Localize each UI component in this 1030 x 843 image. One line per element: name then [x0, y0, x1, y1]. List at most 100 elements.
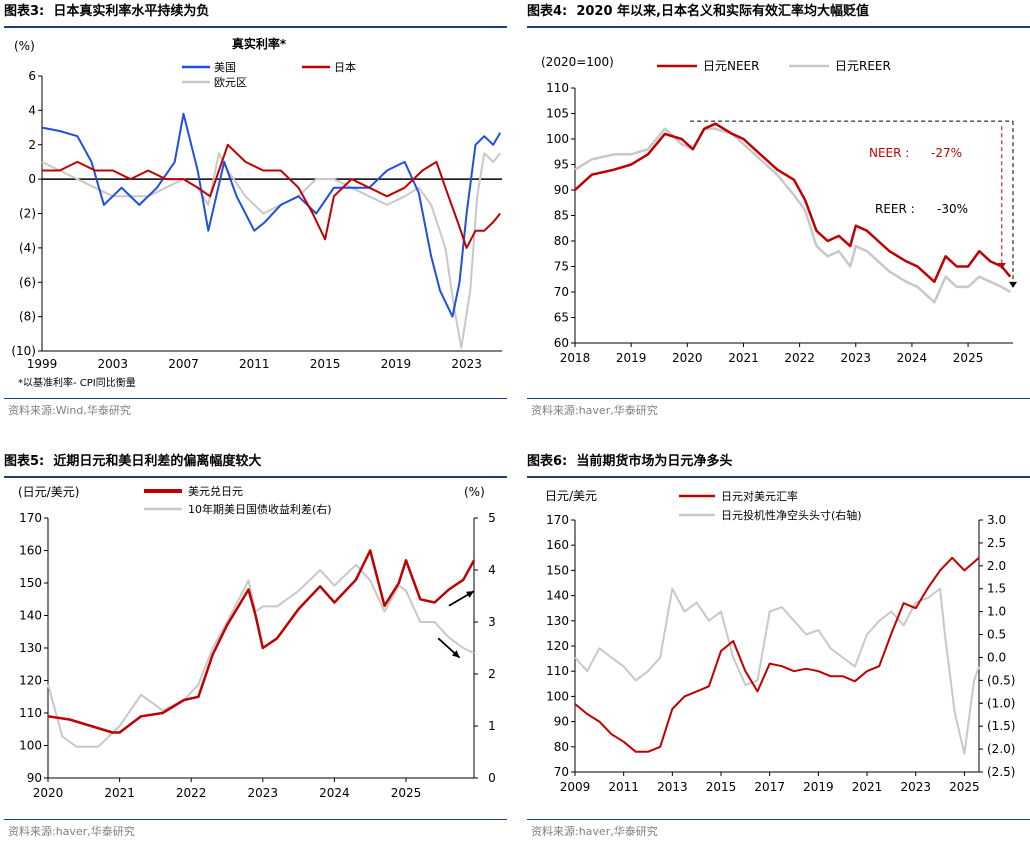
- right-y-tick-label: 3.0: [987, 513, 1006, 527]
- right-y-tick-label: (1.0): [987, 696, 1015, 710]
- left-y-tick-label: 150: [19, 576, 42, 590]
- figure-label: 图表4:: [527, 4, 568, 19]
- left-y-tick-label: 140: [546, 589, 569, 603]
- figure-title: 2020 年以来,日本名义和实际有效汇率均大幅贬值: [576, 4, 869, 19]
- x-tick-label: 2013: [657, 780, 688, 794]
- x-tick-label: 2021: [852, 780, 883, 794]
- source-rule: [527, 398, 1030, 399]
- y-tick-label: 70: [554, 285, 569, 299]
- y-tick-label: (8): [19, 310, 36, 324]
- left-y-tick-label: 120: [19, 674, 42, 688]
- left-unit-label: (日元/美元): [18, 485, 79, 499]
- series-line-usdjpy: [47, 549, 476, 734]
- left-y-tick-label: 150: [546, 563, 569, 577]
- series-line-positions: [574, 587, 980, 755]
- neer-annotation-label: NEER :: [869, 146, 909, 160]
- legend-label: 日元REER: [835, 59, 891, 73]
- x-tick-label: 2015: [706, 780, 737, 794]
- legend-label: 日元NEER: [703, 59, 759, 73]
- neer-arrowhead: [997, 263, 1006, 270]
- left-y-tick-label: 80: [554, 740, 569, 754]
- effective-rate-chart: (2020=100) 110 105 100 95 90 85 80 75 70 65 602018…: [541, 55, 1017, 365]
- left-y-tick-label: 160: [19, 544, 42, 558]
- panel-title: 图表5: 近期日元和美日利差的偏离幅度较大: [4, 450, 507, 474]
- x-tick-label: 2011: [608, 780, 639, 794]
- right-y-tick-label: 5: [488, 511, 496, 525]
- source-note: 资料来源:haver,华泰研究: [8, 825, 135, 838]
- y-tick-label: 0: [28, 172, 36, 186]
- y-tick-label: 95: [554, 158, 569, 172]
- left-y-tick-label: 170: [546, 513, 569, 527]
- right-y-tick-label: (2.0): [987, 742, 1015, 756]
- y-unit-label: (2020=100): [541, 55, 614, 69]
- left-unit-label: 日元/美元: [545, 489, 597, 503]
- series-line-1: [42, 143, 501, 249]
- x-tick-label: 2023: [248, 786, 279, 800]
- left-y-tick-label: 170: [19, 511, 42, 525]
- right-y-tick-label: 1.0: [987, 605, 1006, 619]
- chart-panel-yen-spread: 图表5: 近期日元和美日利差的偏离幅度较大 (日元/美元) (%) 170 160…: [4, 450, 507, 843]
- x-tick-label: 2007: [168, 357, 199, 371]
- title-rule: [527, 476, 1030, 478]
- title-rule: [527, 26, 1030, 28]
- series-line-0: [41, 112, 502, 318]
- reer-annotation-label: REER :: [875, 202, 915, 216]
- figure-title: 当前期货市场为日元净多头: [576, 454, 733, 469]
- x-tick-label: 2024: [319, 786, 350, 800]
- x-tick-label: 2022: [176, 786, 207, 800]
- right-unit-label: (%): [464, 485, 485, 499]
- left-y-tick-label: 110: [19, 706, 42, 720]
- x-tick-label: 2015: [310, 357, 341, 371]
- source-note: 资料来源:haver,华泰研究: [531, 825, 658, 838]
- right-y-tick-label: 0: [488, 771, 496, 785]
- y-unit-label: (%): [14, 39, 35, 53]
- figure-title: 近期日元和美日利差的偏离幅度较大: [53, 454, 262, 469]
- right-y-tick-label: (0.5): [987, 673, 1015, 687]
- x-tick-label: 2019: [381, 357, 412, 371]
- y-tick-label: (4): [19, 241, 36, 255]
- inner-chart-title: 真实利率*: [232, 36, 287, 51]
- chart-panel-futures: 图表6: 当前期货市场为日元净多头 日元/美元 170 160 150 140 130 1…: [527, 450, 1030, 843]
- y-tick-label: (2): [19, 207, 36, 221]
- source-note: 资料来源:Wind,华泰研究: [8, 404, 131, 417]
- x-tick-label: 2023: [451, 357, 482, 371]
- left-y-tick-label: 140: [19, 609, 42, 623]
- source-rule: [4, 398, 507, 399]
- right-y-tick-label: 2: [488, 667, 496, 681]
- reer-annotation-value: -30%: [937, 202, 968, 216]
- real-rate-chart: (%) 真实利率* 6 4 2 0 (2) (4) (6) (8) (10)1999 2003 20…: [11, 36, 502, 389]
- right-y-tick-label: 2.5: [987, 536, 1006, 550]
- left-y-tick-label: 130: [19, 641, 42, 655]
- x-tick-label: 2019: [803, 780, 834, 794]
- source-note: 资料来源:haver,华泰研究: [531, 404, 658, 417]
- x-tick-label: 2020: [33, 786, 64, 800]
- y-tick-label: 60: [554, 336, 569, 350]
- right-y-tick-label: 0.0: [987, 650, 1006, 664]
- series-line-0: [574, 122, 1012, 284]
- x-tick-label: 2003: [97, 357, 128, 371]
- reer-arrowhead: [1009, 281, 1017, 288]
- yen-spread-chart: (日元/美元) (%) 1701601501401301201101009054…: [18, 484, 496, 800]
- legend-label: 欧元区: [214, 76, 247, 89]
- left-y-tick-label: 100: [19, 739, 42, 753]
- right-y-tick-label: 4: [488, 563, 496, 577]
- legend-label: 美元兑日元: [188, 484, 243, 498]
- left-y-tick-label: 160: [546, 538, 569, 552]
- right-y-tick-label: 0.5: [987, 628, 1006, 642]
- panel-title: 图表3: 日本真实利率水平持续为负: [4, 0, 507, 24]
- legend-label: 日元对美元汇率: [721, 489, 798, 503]
- y-tick-label: 85: [554, 209, 569, 223]
- y-tick-label: (6): [19, 275, 36, 289]
- x-tick-label: 2009: [560, 780, 591, 794]
- x-tick-label: 1999: [27, 357, 58, 371]
- right-y-tick-label: 1.5: [987, 582, 1006, 596]
- figure-label: 图表5:: [4, 454, 45, 469]
- series-line-spread: [47, 563, 475, 748]
- right-y-tick-label: 1: [488, 719, 496, 733]
- neer-annotation-value: -27%: [931, 146, 962, 160]
- panel-title: 图表6: 当前期货市场为日元净多头: [527, 450, 1030, 474]
- x-tick-label: 2017: [754, 780, 785, 794]
- x-tick-label: 2025: [949, 780, 980, 794]
- y-tick-label: 90: [554, 183, 569, 197]
- y-tick-label: 105: [546, 107, 569, 121]
